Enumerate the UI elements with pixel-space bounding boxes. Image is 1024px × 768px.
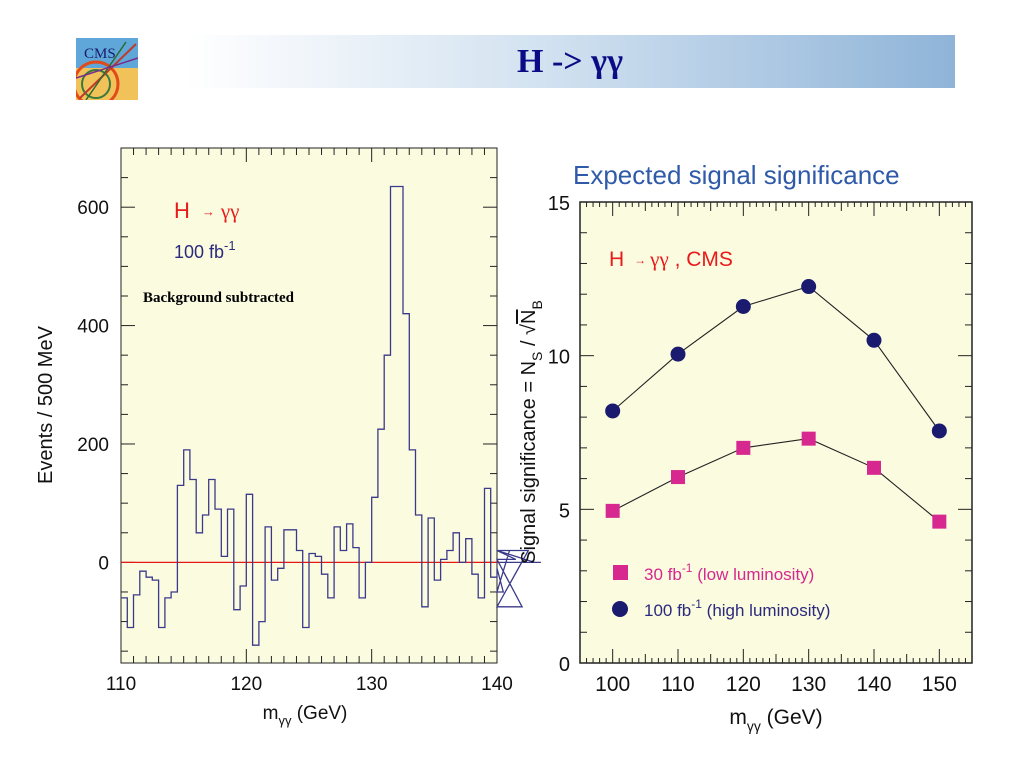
significance-title: Expected signal significance <box>573 160 900 190</box>
x-tick-label: 140 <box>856 673 891 696</box>
y-tick-label: 5 <box>559 500 570 522</box>
data-point-circle <box>735 298 751 314</box>
data-point-circle <box>670 346 686 362</box>
title-band <box>185 35 955 88</box>
x-tick-label: 150 <box>922 673 957 696</box>
logo-text: CMS <box>84 46 116 62</box>
annotation-luminosity: 100 fb-1 <box>174 238 236 262</box>
data-point-circle <box>801 279 817 295</box>
data-point-square <box>736 440 751 455</box>
y-tick-label: 200 <box>77 435 109 456</box>
data-point-circle <box>866 332 882 348</box>
legend-label: 100 fb-1 (high luminosity) <box>644 597 830 620</box>
significance-x-axis-label: mγγ (GeV) <box>729 706 822 734</box>
significance-plot-area <box>579 201 973 664</box>
data-point-circle <box>605 403 621 419</box>
data-point-circle <box>931 423 947 439</box>
series-line <box>612 285 940 432</box>
cms-logo-icon: CMS <box>76 38 138 100</box>
x-tick-label: 100 <box>595 673 630 696</box>
x-tick-label: 120 <box>726 673 761 696</box>
y-tick-label: 10 <box>548 347 570 369</box>
data-point-square <box>605 503 620 518</box>
slide-title: H -> γγ <box>517 42 623 80</box>
x-tick-label: 140 <box>481 674 513 695</box>
legend-label: 30 fb-1 (low luminosity) <box>644 561 814 584</box>
annotation-background-subtracted: Background subtracted <box>143 290 295 306</box>
y-tick-label: 15 <box>548 193 570 215</box>
y-tick-label: 0 <box>98 553 109 574</box>
y-tick-label: 0 <box>559 654 570 676</box>
x-tick-label: 120 <box>230 674 262 695</box>
y-tick-label: 400 <box>77 317 109 338</box>
legend-marker-square <box>613 565 628 580</box>
legend-marker-circle <box>612 601 628 617</box>
histogram-x-axis-label: mγγ (GeV) <box>263 703 348 728</box>
data-point-square <box>867 460 881 475</box>
x-tick-label: 130 <box>791 673 826 696</box>
significance-annotation: H → γγ , CMS <box>609 247 733 271</box>
series-line <box>612 438 940 523</box>
x-tick-label: 110 <box>661 673 694 696</box>
data-point-square <box>671 470 685 485</box>
y-tick-label: 600 <box>77 198 109 219</box>
histogram-y-axis-label: Events / 500 MeV <box>35 325 57 484</box>
significance-y-axis-label: Signal significance = NS / √NB <box>518 300 545 564</box>
annotation-process: H → γγ <box>174 198 239 223</box>
x-tick-label: 130 <box>356 674 388 695</box>
x-tick-label: 110 <box>106 674 136 695</box>
data-point-square <box>932 514 947 529</box>
data-point-square <box>801 431 816 446</box>
histogram-line <box>121 185 541 646</box>
